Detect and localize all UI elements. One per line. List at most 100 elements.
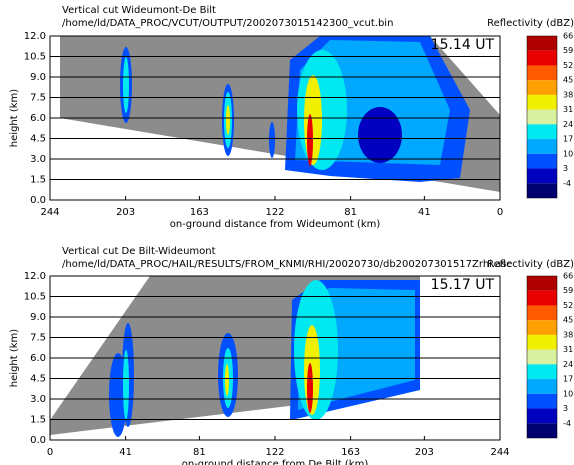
y-tick-label: 6.0	[30, 353, 46, 364]
x-tick-label: 41	[418, 207, 431, 218]
x-tick-label: 0	[497, 207, 503, 218]
y-tick-label: 6.0	[30, 113, 46, 124]
colorbar-label: 3	[563, 164, 568, 173]
echo	[123, 57, 129, 113]
colorbar-segment	[527, 36, 557, 51]
colorbar-label: 45	[563, 316, 573, 325]
x-tick-label: 203	[116, 207, 135, 218]
x-tick-label: 81	[344, 207, 357, 218]
echo	[307, 114, 313, 166]
colorbar-label: 38	[563, 330, 573, 339]
plot-frame	[49, 35, 501, 201]
colorbar-segment	[527, 65, 557, 81]
x-tick-label: 0	[47, 447, 53, 458]
panel-2-field	[50, 276, 420, 437]
colorbar-label: 66	[563, 272, 573, 281]
colorbar-segment	[527, 423, 557, 438]
colorbar-segment	[527, 334, 557, 350]
x-tick-label: 122	[265, 447, 284, 458]
x-tick-label: 163	[190, 207, 209, 218]
x-tick-label: 203	[415, 447, 434, 458]
y-tick-label: 3.0	[30, 394, 46, 405]
colorbar-frame	[526, 35, 558, 199]
colorbar-frame	[526, 275, 558, 439]
colorbar-label: 38	[563, 90, 573, 99]
y-tick-label: 0.0	[30, 195, 46, 206]
colorbar-label: 3	[563, 404, 568, 413]
time-label: 15.14 UT	[431, 37, 495, 53]
colorbar-label: 52	[563, 61, 573, 70]
echo	[269, 122, 275, 158]
y-axis-label: height (km)	[9, 329, 20, 387]
y-tick-label: 1.5	[30, 175, 46, 186]
y-tick-label: 4.5	[30, 374, 46, 385]
y-tick-label: 10.5	[24, 292, 46, 303]
colorbar-segment	[527, 80, 557, 95]
colorbar-label: 17	[563, 135, 573, 144]
colorbar-label: 31	[563, 345, 573, 354]
colorbar-segment	[527, 320, 557, 335]
colorbar-label: 24	[563, 120, 573, 129]
y-tick-label: 4.5	[30, 134, 46, 145]
colorbar-segment	[527, 168, 557, 184]
y-tick-label: 9.0	[30, 312, 46, 323]
echo	[225, 364, 229, 396]
y-tick-label: 7.5	[30, 333, 46, 344]
y-tick-label: 12.0	[24, 271, 46, 282]
colorbar-segment	[527, 393, 557, 409]
y-tick-label: 3.0	[30, 154, 46, 165]
colorbar-segment	[527, 183, 557, 198]
colorbar-label: 31	[563, 105, 573, 114]
colorbar-label: 17	[563, 375, 573, 384]
x-tick-label: 81	[193, 447, 206, 458]
colorbar-segment	[527, 408, 557, 424]
colorbar-segment	[527, 124, 557, 140]
echo	[358, 107, 402, 163]
colorbar-label: -4	[563, 179, 571, 188]
colorbar-title: Reflectivity (dBZ)	[487, 259, 574, 270]
y-tick-label: 0.0	[30, 435, 46, 446]
colorbar-segment	[527, 364, 557, 380]
plot-frame	[49, 275, 501, 441]
colorbar-label: 10	[563, 389, 573, 398]
x-tick-label: 163	[341, 447, 360, 458]
colorbar-title: Reflectivity (dBZ)	[487, 18, 574, 29]
panel-1-field	[60, 36, 500, 192]
echo	[123, 350, 129, 420]
colorbar-segment	[527, 139, 557, 154]
colorbar-label: 66	[563, 32, 573, 41]
colorbar-segment	[527, 290, 557, 306]
echo	[307, 363, 313, 413]
colorbar-segment	[527, 276, 557, 291]
colorbar-label: 10	[563, 149, 573, 158]
chart-title: Vertical cut De Bilt-Wideumont	[62, 246, 216, 257]
y-axis-label: height (km)	[9, 89, 20, 147]
colorbar-segment	[527, 153, 557, 169]
echo	[304, 75, 322, 165]
colorbar-label: 52	[563, 301, 573, 310]
x-axis-label: on-ground distance from Wideumont (km)	[170, 219, 381, 230]
y-tick-label: 9.0	[30, 72, 46, 83]
colorbar-segment	[527, 109, 557, 125]
y-tick-label: 12.0	[24, 31, 46, 42]
x-tick-label: 244	[40, 207, 59, 218]
colorbar-segment	[527, 349, 557, 365]
colorbar-label: 24	[563, 360, 573, 369]
colorbar-segment	[527, 305, 557, 321]
x-tick-label: 122	[265, 207, 284, 218]
echo	[226, 105, 230, 135]
colorbar-label: 59	[563, 46, 573, 55]
x-tick-label: 244	[490, 447, 509, 458]
y-tick-label: 1.5	[30, 415, 46, 426]
time-label: 15.17 UT	[431, 277, 495, 293]
chart-title: Vertical cut Wideumont-De Bilt	[62, 5, 216, 16]
colorbar-label: 59	[563, 286, 573, 295]
x-tick-label: 41	[119, 447, 132, 458]
y-tick-label: 10.5	[24, 52, 46, 63]
y-tick-label: 7.5	[30, 93, 46, 104]
chart-subtitle: /home/ld/DATA_PROC/VCUT/OUTPUT/200207301…	[62, 18, 393, 29]
colorbar-label: 45	[563, 76, 573, 85]
colorbar-segment	[527, 50, 557, 66]
colorbar-segment	[527, 379, 557, 394]
